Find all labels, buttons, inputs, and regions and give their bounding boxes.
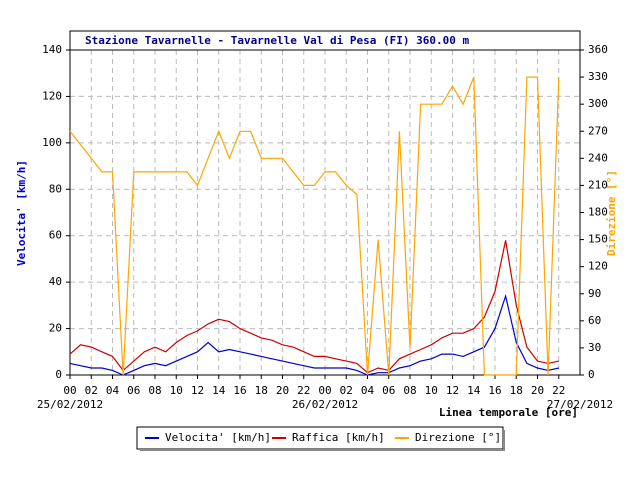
y-tick-label: 100 xyxy=(42,136,62,149)
y-tick-label: 40 xyxy=(49,275,62,288)
x-tick-label: 06 xyxy=(127,384,140,397)
x-tick-label: 16 xyxy=(233,384,246,397)
x-tick-label: 18 xyxy=(510,384,523,397)
chart-title: Stazione Tavarnelle - Tavarnelle Val di … xyxy=(85,34,469,47)
y-tick-label: 120 xyxy=(42,89,62,102)
x-tick-label: 22 xyxy=(297,384,310,397)
y2-tick-label: 0 xyxy=(588,368,595,381)
y2-tick-label: 360 xyxy=(588,43,608,56)
date-label: 27/02/2012 xyxy=(547,398,613,411)
y-tick-label: 80 xyxy=(49,182,62,195)
x-tick-label: 08 xyxy=(403,384,416,397)
y-tick-label: 20 xyxy=(49,322,62,335)
y2-tick-label: 90 xyxy=(588,287,601,300)
y2-tick-label: 180 xyxy=(588,206,608,219)
y2-tick-label: 60 xyxy=(588,314,601,327)
legend-label: Velocita' [km/h] xyxy=(165,431,271,444)
y2-tick-label: 300 xyxy=(588,97,608,110)
x-tick-label: 02 xyxy=(340,384,353,397)
y-tick-label: 60 xyxy=(49,229,62,242)
plot-frame xyxy=(69,49,581,376)
y2-tick-label: 120 xyxy=(588,260,608,273)
y-axis-label: Velocita' [km/h] xyxy=(15,160,28,266)
x-tick-label: 22 xyxy=(552,384,565,397)
y2-tick-label: 240 xyxy=(588,151,608,164)
x-tick-label: 14 xyxy=(467,384,481,397)
x-tick-label: 20 xyxy=(276,384,289,397)
x-tick-label: 04 xyxy=(106,384,120,397)
x-tick-label: 10 xyxy=(170,384,183,397)
y-tick-label: 140 xyxy=(42,43,62,56)
date-label: 26/02/2012 xyxy=(292,398,358,411)
x-tick-label: 06 xyxy=(382,384,395,397)
date-label: 25/02/2012 xyxy=(37,398,103,411)
legend-label: Raffica [km/h] xyxy=(292,431,385,444)
y2-tick-label: 270 xyxy=(588,124,608,137)
y2-tick-label: 210 xyxy=(588,178,608,191)
x-tick-label: 00 xyxy=(318,384,331,397)
x-tick-label: 14 xyxy=(212,384,226,397)
x-tick-label: 12 xyxy=(446,384,459,397)
series-line xyxy=(69,240,559,374)
y2-axis-label: Direzione [°] xyxy=(605,170,618,256)
x-tick-label: 04 xyxy=(361,384,375,397)
legend-label: Direzione [°] xyxy=(415,431,501,444)
series-line xyxy=(69,293,559,376)
x-tick-label: 10 xyxy=(425,384,438,397)
x-tick-label: 12 xyxy=(191,384,204,397)
x-tick-label: 02 xyxy=(85,384,98,397)
y2-tick-label: 150 xyxy=(588,233,608,246)
x-tick-label: 16 xyxy=(488,384,501,397)
x-tick-label: 18 xyxy=(255,384,268,397)
x-axis-label: Linea temporale [ore] xyxy=(439,406,578,419)
x-tick-label: 20 xyxy=(531,384,544,397)
x-tick-label: 00 xyxy=(63,384,76,397)
x-tick-label: 08 xyxy=(148,384,161,397)
y-tick-label: 0 xyxy=(55,368,62,381)
series-line xyxy=(69,76,560,376)
y2-tick-label: 30 xyxy=(588,341,601,354)
y2-tick-label: 330 xyxy=(588,70,608,83)
